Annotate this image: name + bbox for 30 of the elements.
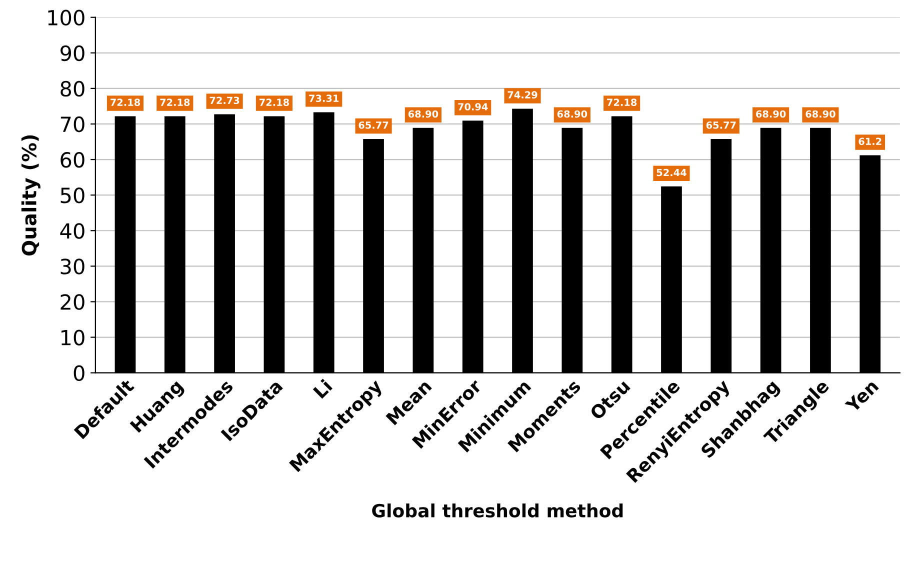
data-label: 72.18 — [259, 98, 289, 106]
y-tick-label: 90 — [60, 45, 84, 62]
data-label: 61.2 — [858, 138, 882, 146]
data-label: 74.29 — [508, 91, 538, 99]
x-tick-label: Yen — [844, 379, 879, 414]
data-label: 72.18 — [110, 98, 140, 106]
y-axis-title: Quality (%) — [21, 135, 40, 256]
data-label: 68.90 — [557, 110, 588, 118]
data-label: 72.18 — [160, 98, 190, 106]
data-label: 68.90 — [756, 110, 786, 118]
data-label: 65.77 — [358, 121, 388, 129]
y-tick-label: 40 — [60, 223, 84, 239]
y-tick-label: 70 — [60, 116, 84, 132]
y-tick-label: 60 — [60, 152, 84, 168]
y-tick-label: 80 — [60, 80, 84, 97]
y-tick-label: 20 — [60, 294, 84, 310]
data-label: 72.18 — [607, 98, 637, 106]
y-tick-label: 50 — [60, 188, 84, 204]
data-label: 73.31 — [309, 94, 339, 102]
y-tick-label: 30 — [60, 258, 84, 274]
data-label: 52.44 — [656, 168, 686, 176]
x-axis-title: Global threshold method — [372, 504, 623, 518]
data-label: 70.94 — [458, 103, 488, 110]
y-tick-label: 10 — [62, 330, 84, 346]
data-label: 68.90 — [806, 110, 836, 118]
data-label: 68.90 — [408, 110, 438, 118]
y-tick-label: 100 — [48, 10, 84, 26]
data-label: 72.73 — [210, 96, 240, 104]
y-tick-label: 0 — [74, 365, 84, 382]
data-label: 65.77 — [706, 121, 736, 129]
